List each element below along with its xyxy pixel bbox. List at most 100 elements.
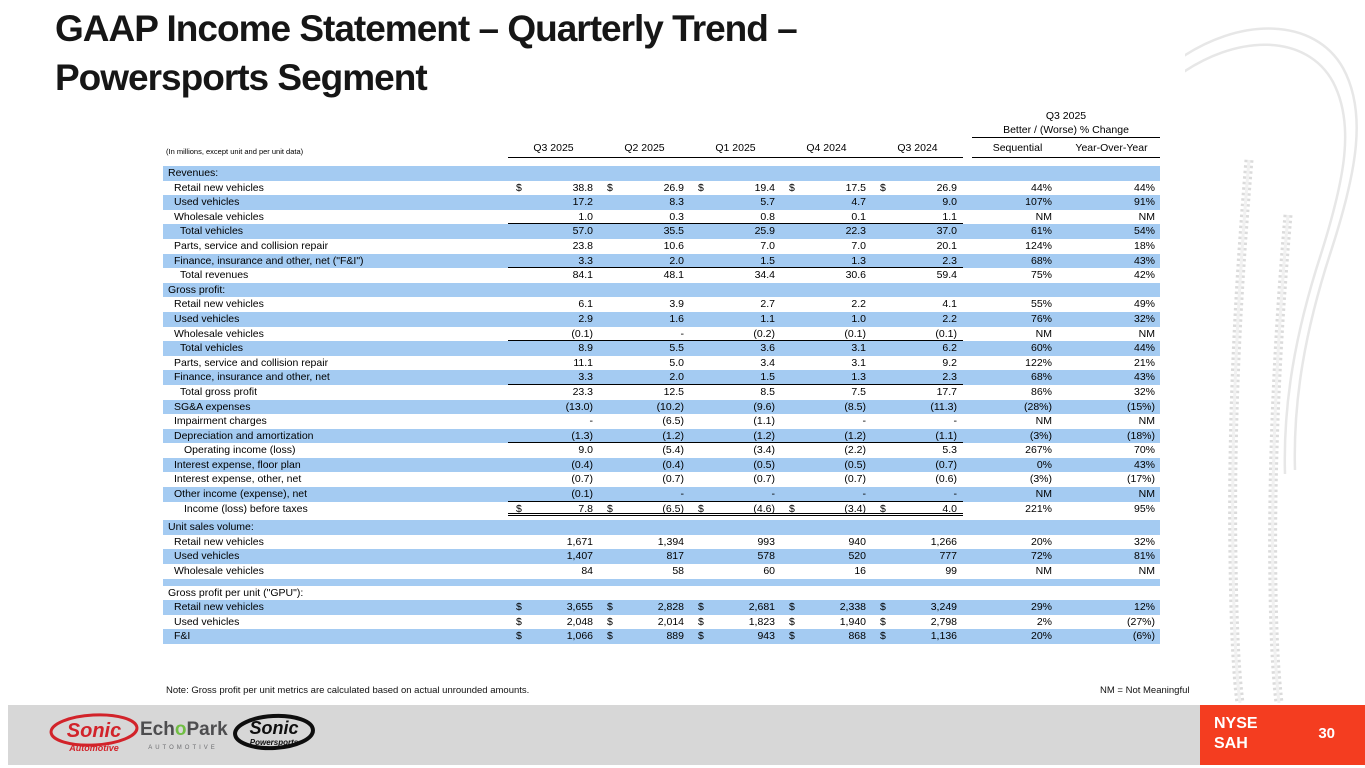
value-cell: - xyxy=(771,488,776,501)
value-cell: 5.7 xyxy=(760,196,775,209)
sequential-change-cell: 20% xyxy=(1030,535,1052,548)
value-cell: (1.2) xyxy=(844,429,866,442)
sequential-change-cell: 107% xyxy=(1025,196,1052,209)
value-cell: - xyxy=(953,415,958,428)
dollar-sign: $ xyxy=(698,615,704,628)
yoy-change-cell: NM xyxy=(1138,210,1155,223)
value-cell: 5.0 xyxy=(669,356,684,369)
sequential-change-cell: 72% xyxy=(1030,550,1052,563)
sequential-change-cell: 2% xyxy=(1036,615,1052,628)
row-values: 57.0 35.5 25.9 22.3 37.0 xyxy=(508,224,963,239)
page-title-line2: Powersports Segment xyxy=(55,57,428,98)
value-cell: (8.5) xyxy=(844,400,866,413)
value-cell: 57.0 xyxy=(572,225,593,238)
dollar-sign: $ xyxy=(880,615,886,628)
value-cell: $4.0 xyxy=(880,502,957,515)
dollar-sign: $ xyxy=(607,601,613,614)
value-cell: (1.2) xyxy=(753,429,775,442)
sequential-change-cell: 61% xyxy=(1030,225,1052,238)
value-cell: 25.9 xyxy=(754,225,775,238)
row-values: $3,655 $2,828 $2,681 $2,338 $3,249 xyxy=(508,600,963,615)
value-cell: $7.8 xyxy=(516,502,593,515)
dollar-sign: $ xyxy=(789,601,795,614)
row-label: Used vehicles xyxy=(174,196,240,209)
row-label: Used vehicles xyxy=(174,615,240,628)
value-cell: $19.4 xyxy=(698,181,775,194)
value-cell: $26.9 xyxy=(880,181,957,194)
value-cell: (0.7) xyxy=(844,473,866,486)
value-cell: 1.5 xyxy=(760,371,775,384)
yoy-change-cell: 91% xyxy=(1133,196,1155,209)
yoy-change-cell: 43% xyxy=(1133,371,1155,384)
value-cell: 6.1 xyxy=(578,298,593,311)
value-cell: 4.7 xyxy=(851,196,866,209)
value-cell: 2.7 xyxy=(760,298,775,311)
table-row: Used vehicles 2.9 1.6 1.1 1.0 2.2 76% 32% xyxy=(163,311,1160,327)
table-row: Used vehicles $2,048 $2,014 $1,823 $1,940 $2,… xyxy=(163,615,1160,630)
value-cell: $943 xyxy=(698,630,775,643)
sequential-change-cell: 122% xyxy=(1025,356,1052,369)
row-label: Finance, insurance and other, net ("F&I"… xyxy=(174,254,364,267)
units-note: (In millions, except unit and per unit d… xyxy=(166,147,304,156)
row-label: Wholesale vehicles xyxy=(174,565,264,578)
tire-tracks-decoration xyxy=(1185,27,1358,703)
value-cell: 9.0 xyxy=(578,444,593,457)
row-values: 9.0 (5.4) (3.4) (2.2) 5.3 xyxy=(508,443,963,458)
value-cell: 9.2 xyxy=(942,356,957,369)
value-cell: (0.1) xyxy=(844,327,866,340)
value-cell: (5.4) xyxy=(662,444,684,457)
row-label: Operating income (loss) xyxy=(184,444,296,457)
value-cell: 12.5 xyxy=(663,385,684,398)
table-section-row: Revenues: xyxy=(163,166,1160,181)
value-cell: 11.1 xyxy=(573,356,593,369)
echopark-logo: EchoPark AUTOMOTIVE xyxy=(140,719,228,751)
value-cell: 2.9 xyxy=(578,312,593,325)
sequential-change-cell: 55% xyxy=(1030,298,1052,311)
value-cell: 7.5 xyxy=(851,385,866,398)
yoy-change-cell: 49% xyxy=(1133,298,1155,311)
yoy-change-cell: (6%) xyxy=(1132,630,1155,643)
yoy-change-cell: NM xyxy=(1138,327,1155,340)
yoy-change-cell: 42% xyxy=(1133,269,1155,282)
row-label: Interest expense, floor plan xyxy=(174,458,301,471)
row-label: SG&A expenses xyxy=(174,400,251,413)
sequential-change-cell: (28%) xyxy=(1023,400,1052,413)
income-statement-table: Q3 2025 Better / (Worse) % Change (In mi… xyxy=(163,110,1160,644)
yoy-change-cell: (15%) xyxy=(1126,400,1155,413)
row-values: 23.8 10.6 7.0 7.0 20.1 xyxy=(508,239,963,254)
value-cell: 993 xyxy=(757,535,775,548)
yoy-change-cell: 32% xyxy=(1133,312,1155,325)
sequential-change-cell: 76% xyxy=(1030,312,1052,325)
value-cell: 2.2 xyxy=(942,312,957,325)
value-cell: 1,394 xyxy=(657,535,684,548)
sequential-change-cell: 44% xyxy=(1030,181,1052,194)
value-cell: - xyxy=(862,488,867,501)
value-cell: (0.1) xyxy=(571,327,593,340)
table-row: Retail new vehicles 1,671 1,394 993 940 1,266… xyxy=(163,535,1160,550)
sequential-change-cell: 68% xyxy=(1030,254,1052,267)
value-cell: 35.5 xyxy=(663,225,684,238)
dollar-sign: $ xyxy=(880,630,886,643)
dollar-sign: $ xyxy=(607,181,613,194)
value-cell: 10.6 xyxy=(663,239,684,252)
row-values: (0.1) - (0.2) (0.1) (0.1) xyxy=(508,327,963,342)
table-row: Finance, insurance and other, net ("F&I"… xyxy=(163,253,1160,269)
sonic-automotive-sub: Automotive xyxy=(68,743,119,753)
row-values: 1,671 1,394 993 940 1,266 xyxy=(508,535,963,550)
value-cell: 2.3 xyxy=(942,254,957,267)
value-cell: 817 xyxy=(666,550,684,563)
dollar-sign: $ xyxy=(698,502,704,515)
value-cell: 0.3 xyxy=(669,210,684,223)
value-cell: $2,048 xyxy=(516,615,593,628)
value-cell: (9.6) xyxy=(753,400,775,413)
value-cell: 3.6 xyxy=(760,342,775,355)
value-cell: (2.2) xyxy=(844,444,866,457)
page-number: 30 xyxy=(1318,725,1335,742)
table-row: Interest expense, other, net (0.7) (0.7) (0… xyxy=(163,472,1160,487)
table-row: F&I $1,066 $889 $943 $868 $1,136 20% (6%) xyxy=(163,629,1160,644)
period-header-underline xyxy=(508,157,963,158)
dollar-sign: $ xyxy=(880,601,886,614)
value-cell: 20.1 xyxy=(936,239,957,252)
row-values: 6.1 3.9 2.7 2.2 4.1 xyxy=(508,297,963,312)
sequential-change-cell: (3%) xyxy=(1029,473,1052,486)
